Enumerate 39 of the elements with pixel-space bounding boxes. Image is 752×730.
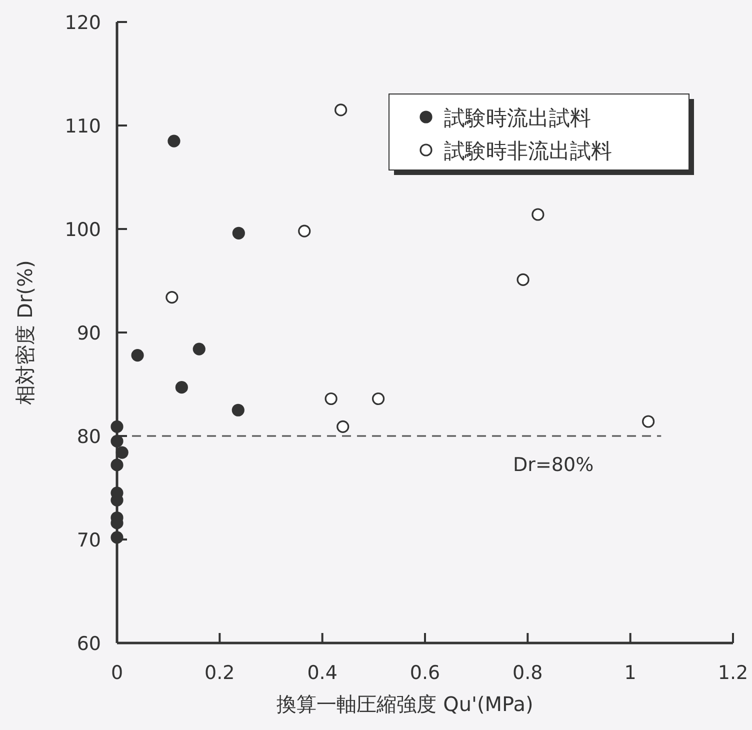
x-tick-label: 0.6	[410, 662, 440, 684]
x-tick-label: 0.2	[204, 662, 235, 684]
point	[298, 224, 311, 238]
point	[166, 291, 178, 304]
point	[110, 531, 124, 544]
y-tick-label: 60	[76, 633, 101, 655]
point	[116, 446, 128, 459]
point	[642, 415, 655, 428]
point	[232, 404, 244, 416]
point	[192, 342, 206, 356]
point	[516, 273, 530, 286]
y-axis-title: 相対密度 Dr(%)	[13, 260, 37, 405]
ref-line-label: Dr=80%	[513, 454, 594, 476]
x-tick-label: 1	[624, 662, 636, 684]
point	[168, 134, 180, 148]
y-tick-label: 110	[64, 116, 101, 138]
y-tick-label: 120	[64, 12, 101, 34]
y-tick-label: 90	[76, 322, 101, 344]
y-tick-label: 80	[76, 426, 101, 448]
y-tick-label: 70	[76, 530, 101, 552]
point	[324, 392, 338, 406]
point	[110, 458, 124, 472]
point	[110, 420, 124, 433]
x-tick-label: 0.8	[512, 662, 543, 684]
point	[532, 208, 544, 221]
point	[334, 104, 348, 116]
x-tick-label: 0	[110, 662, 124, 684]
x-tick-label: 0.4	[307, 662, 338, 684]
point	[110, 434, 124, 448]
y-tick-label: 100	[64, 219, 101, 241]
point	[232, 226, 245, 240]
legend-label: 試験時流出試料	[444, 106, 591, 130]
point	[372, 392, 385, 406]
point	[131, 348, 144, 362]
point	[175, 381, 188, 394]
legend-label: 試験時非流出試料	[444, 139, 612, 163]
x-tick-label: 1.2	[718, 662, 748, 684]
point	[336, 420, 350, 433]
x-axis-title: 換算一軸圧縮強度 Qu'(MPa)	[276, 692, 534, 716]
